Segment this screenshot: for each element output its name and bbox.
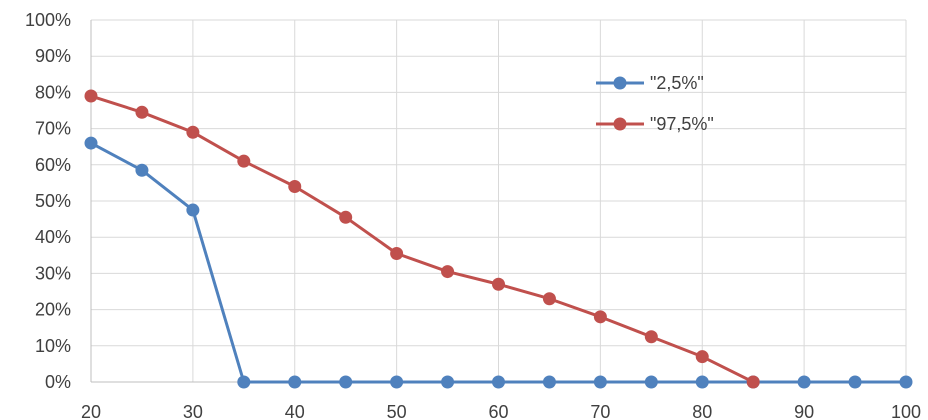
y-tick-label: 10% <box>35 336 71 356</box>
data-point <box>186 203 200 217</box>
y-tick-label: 20% <box>35 300 71 320</box>
data-point <box>848 375 862 389</box>
data-point <box>644 375 658 389</box>
data-point <box>339 210 353 224</box>
data-point <box>84 136 98 150</box>
data-point <box>644 330 658 344</box>
data-point <box>695 350 709 364</box>
data-point <box>441 265 455 279</box>
data-point <box>135 105 149 119</box>
data-point <box>797 375 811 389</box>
axes: 0% 10% 20% 30% 40% 50% 60% 70% 80% 90% 100% 20 30 40 5… <box>25 10 921 420</box>
legend-item: "2,5%" <box>596 73 704 93</box>
x-tick-label: 50 <box>387 402 407 420</box>
data-point <box>339 375 353 389</box>
legend-swatch-marker <box>613 76 627 90</box>
data-point <box>441 375 455 389</box>
data-point <box>390 246 404 260</box>
legend-label: "97,5%" <box>650 114 714 134</box>
grid <box>91 19 907 382</box>
x-tick-label: 30 <box>183 402 203 420</box>
y-tick-label: 30% <box>35 263 71 283</box>
data-point <box>492 277 505 291</box>
x-tick-label: 20 <box>81 402 101 420</box>
data-point <box>593 310 607 324</box>
series-line <box>89 94 755 384</box>
y-tick-label: 70% <box>35 119 71 139</box>
data-point <box>593 375 607 389</box>
data-point <box>135 163 149 177</box>
legend-label: "2,5%" <box>650 73 704 93</box>
x-tick-label: 70 <box>590 402 610 420</box>
x-tick-label: 100 <box>891 402 921 420</box>
y-tick-label: 0% <box>45 372 71 392</box>
y-tick-label: 50% <box>35 191 71 211</box>
data-point <box>746 375 760 389</box>
series <box>84 89 913 389</box>
legend-swatch-marker <box>613 117 627 131</box>
data-point <box>186 125 200 139</box>
y-tick-label: 40% <box>35 227 71 247</box>
data-point <box>84 89 98 103</box>
legend: "2,5%" "97,5%" <box>596 73 714 134</box>
data-point <box>542 292 556 306</box>
data-point <box>237 375 251 389</box>
x-tick-label: 80 <box>692 402 712 420</box>
legend-item: "97,5%" <box>596 114 714 134</box>
x-tick-label: 90 <box>794 402 814 420</box>
data-point <box>899 375 913 389</box>
y-tick-label: 90% <box>35 46 71 66</box>
y-tick-label: 80% <box>35 82 71 102</box>
data-point <box>288 375 302 389</box>
data-point <box>542 375 556 389</box>
series-2 <box>84 89 760 389</box>
y-tick-label: 60% <box>35 155 71 175</box>
data-point <box>288 180 302 194</box>
data-point <box>390 375 404 389</box>
x-tick-label: 60 <box>488 402 508 420</box>
data-point <box>695 375 709 389</box>
data-point <box>492 375 505 389</box>
y-tick-label: 100% <box>25 10 71 30</box>
data-point <box>237 154 251 168</box>
series-1 <box>84 136 913 389</box>
x-tick-label: 40 <box>285 402 305 420</box>
